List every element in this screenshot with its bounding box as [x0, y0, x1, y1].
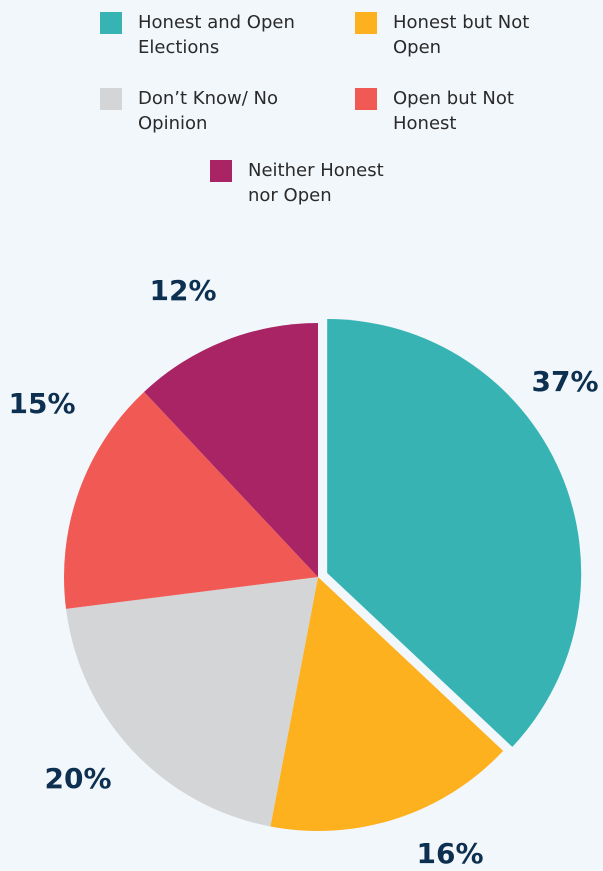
pie-slice	[144, 323, 318, 577]
legend-label: Open but Not Honest	[393, 88, 514, 134]
data-label: 15%	[8, 387, 75, 420]
legend-label: Honest and Open Elections	[138, 12, 295, 58]
legend-swatch	[355, 12, 377, 34]
legend-item: Honest and Open Elections	[100, 10, 298, 60]
legend-label: Don’t Know/ No Opinion	[138, 88, 278, 134]
pie-slice	[66, 577, 318, 827]
pie-slice	[270, 577, 504, 831]
legend-swatch	[355, 88, 377, 110]
legend-item: Open but Not Honest	[355, 86, 553, 136]
pie-slice	[64, 391, 318, 609]
legend-label: Honest but Not Open	[393, 12, 530, 58]
legend-swatch	[210, 160, 232, 182]
legend-label: Neither Honest nor Open	[248, 160, 384, 206]
legend-item: Neither Honest nor Open	[210, 158, 408, 208]
data-label: 37%	[531, 365, 598, 398]
data-label: 20%	[44, 762, 111, 795]
legend-item: Don’t Know/ No Opinion	[100, 86, 298, 136]
legend-swatch	[100, 88, 122, 110]
legend-item: Honest but Not Open	[355, 10, 553, 60]
pie-slice	[327, 319, 582, 747]
data-label: 12%	[149, 274, 216, 307]
legend-swatch	[100, 12, 122, 34]
data-label: 16%	[416, 837, 483, 870]
